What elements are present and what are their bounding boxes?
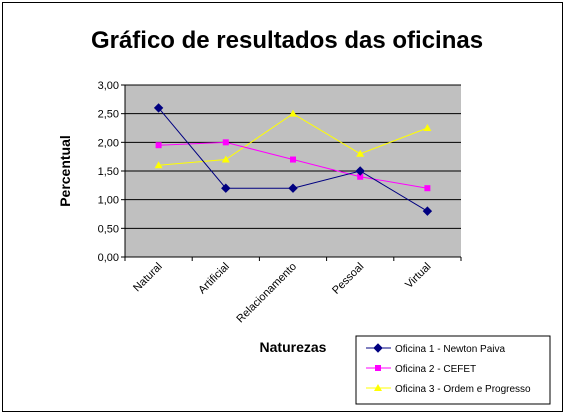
data-point: [221, 183, 231, 193]
y-tick-label: 2,00: [98, 137, 119, 149]
data-point: [356, 149, 365, 157]
data-point: [355, 166, 365, 176]
y-tick-label: 1,50: [98, 166, 119, 178]
data-point: [375, 365, 381, 371]
data-point: [290, 156, 296, 163]
legend-label: Oficina 1 - Newton Paiva: [395, 344, 505, 355]
y-axis-title: Percentual: [57, 135, 73, 207]
y-tick-label: 1,00: [98, 195, 119, 207]
y-tick-label: 3,00: [98, 80, 119, 92]
y-tick-label: 2,50: [98, 109, 119, 121]
data-point: [155, 142, 162, 149]
series-layer: [153, 103, 433, 216]
series-group: [155, 139, 431, 192]
legend: Oficina 1 - Newton Paiva Oficina 2 - CEFE…: [355, 335, 551, 405]
legend-label: Oficina 2 - CEFET: [395, 364, 476, 375]
data-point: [424, 185, 431, 192]
x-tick-label: Virtual: [403, 261, 433, 291]
data-point: [221, 155, 230, 163]
x-axis-title: Naturezas: [260, 339, 327, 355]
x-tick-label: Relacionamento: [234, 261, 299, 326]
data-point: [222, 139, 229, 146]
data-point: [153, 103, 164, 113]
series-group: [153, 103, 433, 216]
data-point: [423, 124, 432, 131]
data-point: [374, 384, 382, 391]
data-point: [373, 343, 383, 353]
x-tick-label: Natural: [131, 261, 165, 295]
legend-label: Oficina 3 - Ordem e Progresso: [395, 384, 531, 395]
data-point: [154, 161, 163, 169]
data-point: [357, 173, 364, 180]
y-tick-label: 0,00: [98, 252, 119, 264]
chart-title: Gráfico de resultados das oficinas: [91, 27, 483, 54]
y-tick-label: 0,50: [98, 223, 119, 235]
data-point: [288, 183, 298, 193]
legend-box: [355, 335, 551, 405]
x-tick-labels: Natural Artificial Relacionamento Pessoal Vi…: [124, 257, 462, 326]
x-tick-label: Artificial: [196, 261, 232, 297]
data-point: [289, 109, 297, 117]
data-point: [422, 206, 433, 216]
x-tick-label: Pessoal: [330, 261, 366, 297]
y-tick-labels: 0,00 0,50 1,00 1,50 2,00 2,50 3,00: [98, 80, 125, 264]
